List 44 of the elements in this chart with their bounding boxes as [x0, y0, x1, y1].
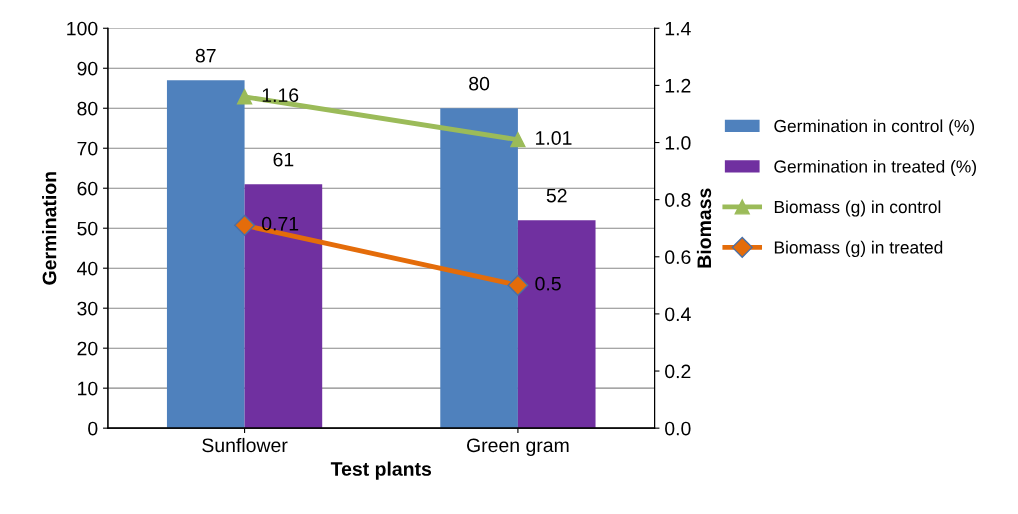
data-label: 87: [195, 48, 216, 63]
bar: [517, 220, 596, 429]
y2-tick-label: 1.0: [665, 135, 691, 150]
data-label: 52: [546, 188, 567, 203]
data-label: 0.5: [535, 276, 561, 291]
y-tick-label: 0: [88, 421, 98, 436]
bar: [244, 184, 323, 429]
legend-label: Germination in treated (%): [774, 159, 976, 177]
y2-tick-label: 0.6: [665, 250, 691, 265]
point: [507, 274, 529, 296]
x-axis-title: Test plants: [330, 461, 432, 480]
x-tick-label: Sunflower: [202, 437, 288, 453]
y2-tick-label: 0.0: [665, 421, 691, 436]
bar: [440, 108, 518, 429]
legend-label: Biomass (g) in treated: [774, 240, 943, 258]
legend-label: Germination in control (%): [774, 119, 975, 136]
y-tick-label: 90: [77, 61, 98, 76]
point: [236, 89, 253, 105]
data-label: 1.16: [262, 88, 299, 103]
bar: [166, 80, 245, 429]
y2-tick-label: 0.8: [665, 193, 691, 207]
y2-tick-label: 0.2: [665, 364, 691, 379]
y-tick-label: 30: [77, 301, 98, 316]
data-label: 1.01: [536, 131, 572, 145]
legend-label: Biomass (g) in control: [774, 200, 941, 217]
y-tick-label: 100: [67, 21, 98, 36]
y2-tick-label: 0.4: [665, 307, 691, 322]
y-tick-label: 10: [78, 381, 98, 396]
y2-tick-label: 1.4: [665, 21, 691, 36]
point: [510, 132, 526, 148]
data-label: 0.71: [262, 216, 299, 231]
point: [234, 214, 256, 236]
y-tick-label: 40: [77, 261, 98, 276]
data-label: 80: [469, 76, 490, 91]
x-tick-label: Green gram: [467, 438, 569, 457]
y2-axis-title: Biomass: [696, 188, 712, 268]
y-tick-label: 60: [77, 181, 98, 196]
data-label: 61: [273, 152, 294, 167]
y-tick-label: 80: [77, 101, 98, 116]
y-tick-label: 50: [77, 221, 98, 236]
y-tick-label: 20: [77, 341, 98, 356]
y-tick-label: 70: [77, 141, 98, 156]
y2-tick-label: 1.2: [665, 78, 691, 93]
y-axis-title: Germination: [42, 172, 57, 285]
